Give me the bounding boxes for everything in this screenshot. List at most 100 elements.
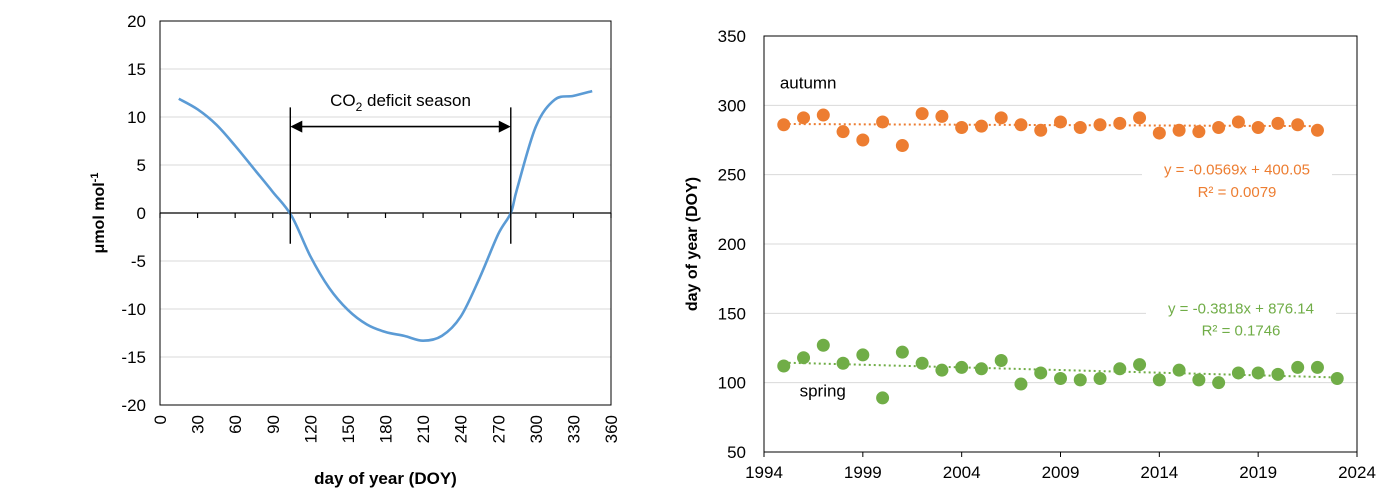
spring-trend-equation: y = -0.3818x + 876.14	[1168, 300, 1314, 317]
autumn-point	[777, 118, 791, 132]
spring-point	[1093, 372, 1107, 386]
autumn-trend-equation: y = -0.0569x + 400.05	[1164, 162, 1310, 179]
spring-point	[1251, 366, 1265, 380]
autumn-point	[1310, 123, 1324, 137]
left-x-tick-labels: 0 30 60 90 120 150 180 210 240 270 300 330 360	[151, 415, 621, 443]
right-y-tick-label: 200	[718, 235, 746, 254]
deficit-season-label: CO2 deficit season	[330, 91, 471, 114]
autumn-point	[856, 133, 870, 147]
autumn-point	[955, 121, 969, 135]
autumn-point	[816, 108, 830, 122]
autumn-point	[1291, 118, 1305, 132]
spring-point	[895, 345, 909, 359]
autumn-point	[1133, 111, 1147, 125]
right-x-tick-label: 2019	[1239, 463, 1277, 482]
spring-point	[1034, 366, 1048, 380]
spring-point	[1231, 366, 1245, 380]
spring-trendline	[783, 361, 1338, 379]
spring-point	[1192, 373, 1206, 387]
autumn-point	[974, 119, 988, 133]
autumn-point	[1231, 115, 1245, 129]
autumn-point	[994, 111, 1008, 125]
right-y-tick-label: 350	[718, 27, 746, 46]
spring-point	[1310, 360, 1324, 374]
spring-point	[955, 360, 969, 374]
autumn-series-label: autumn	[780, 74, 837, 93]
autumn-point	[915, 107, 929, 121]
autumn-point	[797, 111, 811, 125]
left-zero-axis	[159, 212, 612, 218]
spring-point	[915, 356, 929, 370]
right-x-tick-label: 2004	[943, 463, 981, 482]
right-y-tick-label: 250	[718, 166, 746, 185]
left-x-tick-label: 30	[189, 415, 208, 434]
left-y-axis-title: μmol mol-1	[89, 173, 108, 254]
spring-point	[856, 348, 870, 362]
left-x-tick-label: 210	[414, 415, 433, 443]
autumn-trendline	[783, 123, 1318, 128]
spring-point	[816, 338, 830, 352]
left-y-tick-label: -5	[131, 252, 146, 271]
right-y-tick-label: 150	[718, 304, 746, 323]
autumn-point	[935, 109, 949, 123]
spring-point	[935, 363, 949, 377]
spring-point	[797, 351, 811, 365]
left-y-tick-label: 0	[137, 204, 146, 223]
arrow-head-right	[498, 120, 511, 133]
left-x-tick-label: 90	[264, 415, 283, 434]
spring-series-label: spring	[800, 382, 846, 401]
spring-point	[974, 362, 988, 376]
right-x-tick-label: 2009	[1042, 463, 1080, 482]
autumn-point	[895, 139, 909, 153]
annotation-label-background	[306, 85, 495, 116]
spring-point	[777, 359, 791, 373]
spring-point	[876, 391, 890, 405]
autumn-point	[1251, 121, 1265, 135]
co2-seasonal-line	[178, 89, 593, 342]
spring-equation-background	[1146, 293, 1336, 340]
right-x-tick-labels: 1994 1999 2004 2009 2014 2019 2024	[745, 452, 1376, 482]
left-y-tick-label: 15	[127, 60, 146, 79]
right-x-tick-label: 2014	[1140, 463, 1178, 482]
spring-point	[1113, 362, 1127, 376]
right-y-tick-label: 50	[727, 443, 746, 462]
left-y-tick-label: -10	[121, 300, 146, 319]
phenology-trend-chart: 50 100 150 200 250 300 350 1994 1999 2004 2009 201…	[684, 27, 1376, 482]
autumn-r-squared: R² = 0.0079	[1198, 184, 1277, 201]
left-x-tick-label: 330	[564, 415, 583, 443]
spring-point	[1152, 373, 1166, 387]
left-y-tick-label: 20	[127, 12, 146, 31]
autumn-point	[1172, 123, 1186, 137]
right-y-tick-labels: 50 100 150 200 250 300 350	[718, 27, 746, 462]
deficit-season-annotation: CO2 deficit season	[289, 85, 512, 244]
trendlines	[783, 123, 1338, 379]
autumn-point	[1212, 121, 1226, 135]
spring-point	[1271, 367, 1285, 381]
autumn-point	[1113, 116, 1127, 130]
spring-point	[994, 353, 1008, 367]
left-y-tick-labels: -20 -15 -10 -5 0 5 10 15 20	[121, 12, 146, 415]
autumn-point	[1054, 115, 1067, 129]
spring-point	[1212, 376, 1226, 390]
autumn-point	[1034, 123, 1048, 137]
right-gridlines	[764, 35, 1357, 453]
spring-point	[1133, 358, 1147, 372]
left-x-tick-label: 360	[602, 415, 621, 443]
seasonal-cycle-chart: -20 -15 -10 -5 0 5 10 15 20 0 30 60 90 120 150 180 210 2…	[89, 12, 621, 488]
autumn-point	[1014, 118, 1028, 132]
left-y-tick-label: 5	[137, 156, 146, 175]
spring-point	[1054, 372, 1067, 386]
left-y-tick-label: 10	[127, 108, 146, 127]
autumn-point	[876, 115, 890, 129]
left-x-axis-title: day of year (DOY)	[314, 469, 457, 488]
right-y-tick-label: 300	[718, 96, 746, 115]
left-x-tick-label: 150	[339, 415, 358, 443]
arrow-head-left	[290, 120, 303, 133]
right-x-tick-label: 1999	[844, 463, 882, 482]
right-x-tick-label: 1994	[745, 463, 783, 482]
spring-point	[1330, 372, 1344, 386]
left-x-tick-label: 60	[226, 415, 245, 434]
autumn-point	[836, 125, 850, 139]
left-x-tick-label: 0	[151, 415, 170, 424]
scatter-points	[777, 107, 1344, 405]
